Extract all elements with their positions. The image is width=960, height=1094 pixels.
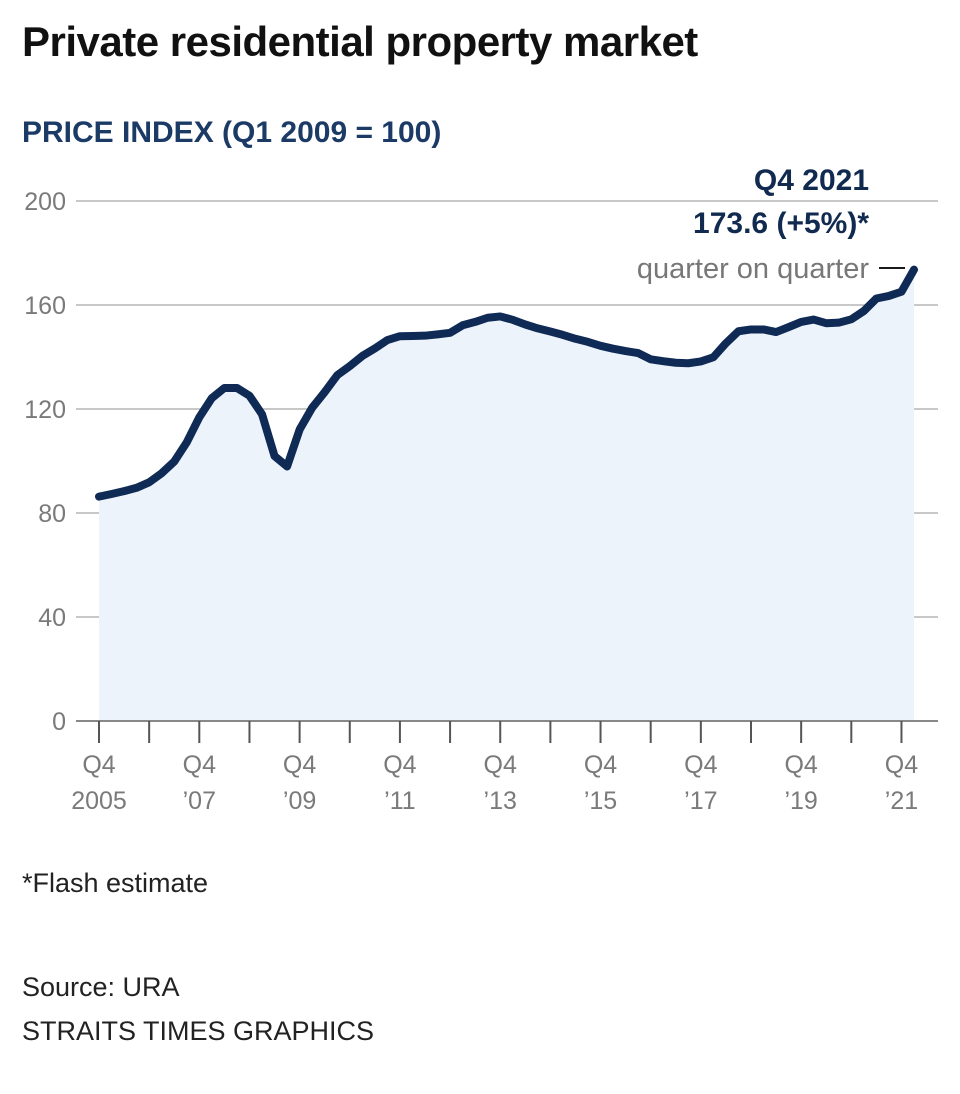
- chart-subtitle: PRICE INDEX (Q1 2009 = 100): [22, 116, 442, 149]
- annotation-change-label: quarter on quarter: [637, 253, 869, 285]
- annotation-quarter: Q4 2021: [754, 164, 869, 197]
- x-tick-label-year: 2005: [71, 787, 127, 815]
- chart-title: Private residential property market: [22, 18, 698, 65]
- graphics-credit: STRAITS TIMES GRAPHICS: [22, 1016, 375, 1046]
- y-axis-ticks: 0 40 80 120 160 200: [24, 188, 66, 736]
- x-tick-label-year: ’13: [484, 787, 517, 815]
- x-tick-label-year: ’11: [384, 787, 416, 815]
- y-tick-label-0: 0: [52, 708, 66, 736]
- series-line: [95, 265, 918, 501]
- x-tick-label-quarter: Q4: [82, 751, 115, 779]
- x-tick-label-year: ’15: [584, 787, 617, 815]
- x-tick-label-year: ’17: [684, 787, 717, 815]
- x-tick-label-quarter: Q4: [885, 751, 918, 779]
- area-fill: [99, 269, 914, 721]
- x-tick-label-year: ’21: [885, 787, 918, 815]
- x-tick-label-quarter: Q4: [784, 751, 817, 779]
- x-tick-label-quarter: Q4: [283, 751, 316, 779]
- x-tick-label-quarter: Q4: [584, 751, 617, 779]
- y-tick-label-200: 200: [24, 188, 66, 216]
- footnote: *Flash estimate: [22, 868, 209, 898]
- x-tick-label-quarter: Q4: [684, 751, 717, 779]
- y-tick-label-120: 120: [24, 396, 66, 424]
- y-tick-label-40: 40: [38, 604, 66, 632]
- x-tick-label-year: ’07: [183, 787, 216, 815]
- annotation-value: 173.6 (+5%)*: [693, 207, 869, 240]
- x-tick-label-year: ’09: [283, 787, 316, 815]
- line-chart: 0 40 80 120 160 200 Q4 2005 Q4 ’07 Q4 ’09 Q4 ’11 Q4 ’1…: [24, 164, 938, 815]
- y-tick-label-80: 80: [38, 500, 66, 528]
- source-credit: Source: URA: [22, 972, 180, 1002]
- x-tick-label-quarter: Q4: [383, 751, 416, 779]
- x-tick-label-quarter: Q4: [484, 751, 517, 779]
- x-tick-label-year: ’19: [784, 787, 817, 815]
- x-axis: Q4 2005 Q4 ’07 Q4 ’09 Q4 ’11 Q4 ’13 Q4 ’15 Q4 ’17 Q4 ’1…: [71, 720, 938, 815]
- series-line-layer: [95, 265, 918, 501]
- x-tick-label-quarter: Q4: [183, 751, 216, 779]
- area-fill-layer: [99, 269, 914, 721]
- y-tick-label-160: 160: [24, 292, 66, 320]
- latest-value-annotation: Q4 2021 173.6 (+5%)* quarter on quarter: [637, 164, 905, 285]
